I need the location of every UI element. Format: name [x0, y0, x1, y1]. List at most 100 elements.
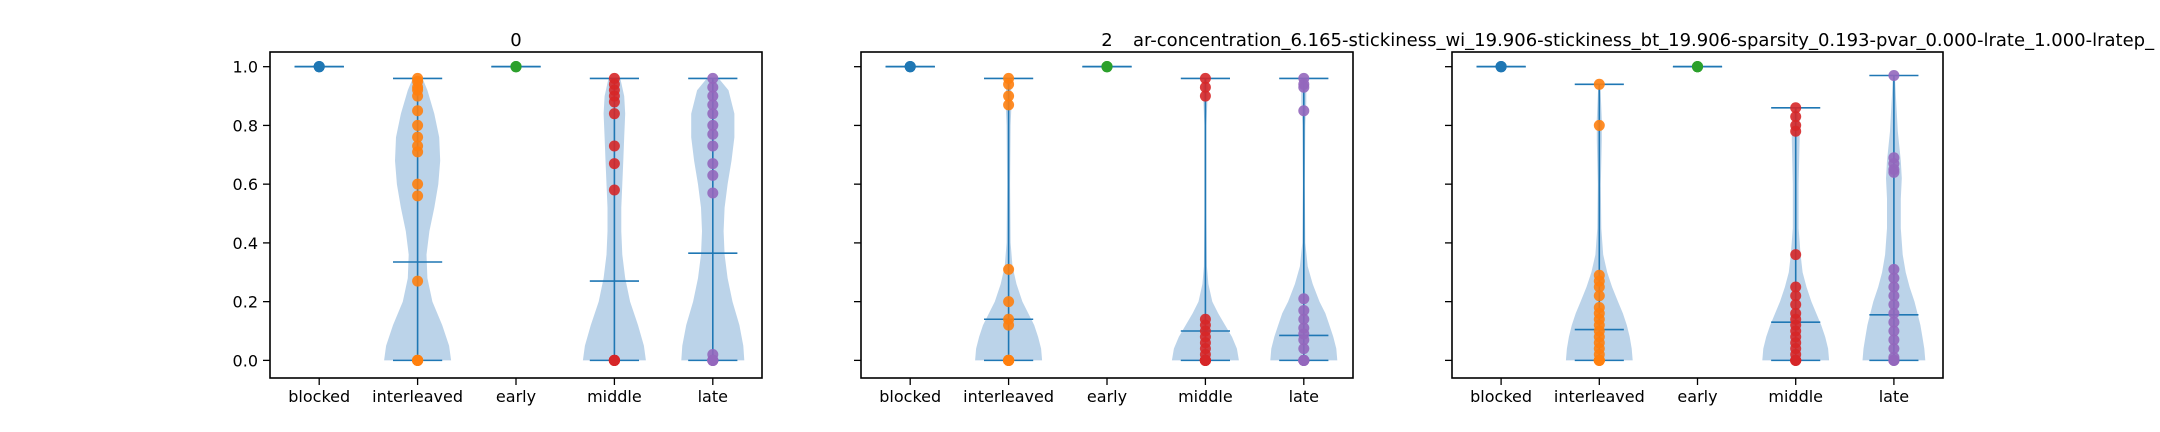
data-point-late: [707, 140, 719, 152]
data-point-late: [1888, 325, 1900, 337]
data-point-interleaved: [412, 90, 424, 102]
data-point-late: [1298, 313, 1310, 325]
y-tick-label: 1.0: [233, 58, 258, 77]
data-point-late: [1298, 81, 1310, 93]
data-point-interleaved: [412, 354, 424, 366]
x-tick-label-middle: middle: [1178, 387, 1233, 406]
data-point-middle: [1790, 354, 1802, 366]
data-point-interleaved: [1003, 90, 1015, 102]
data-point-blocked: [904, 61, 916, 73]
x-tick-label-blocked: blocked: [288, 387, 350, 406]
data-point-interleaved: [412, 178, 424, 190]
x-tick-label-interleaved: interleaved: [1554, 387, 1645, 406]
data-point-late: [707, 81, 719, 93]
data-point-interleaved: [1003, 319, 1015, 331]
data-point-interleaved: [412, 105, 424, 117]
data-point-middle: [1790, 299, 1802, 311]
x-tick-label-early: early: [1677, 387, 1717, 406]
data-point-middle: [1790, 102, 1802, 114]
data-point-interleaved: [1593, 354, 1605, 366]
data-point-middle: [608, 184, 620, 196]
data-point-late: [1298, 304, 1310, 316]
data-point-middle: [1199, 81, 1211, 93]
data-point-late: [707, 169, 719, 181]
data-point-late: [707, 128, 719, 140]
data-point-interleaved: [412, 131, 424, 143]
data-point-interleaved: [1593, 290, 1605, 302]
data-point-early: [510, 61, 522, 73]
data-point-late: [707, 187, 719, 199]
x-tick-label-early: early: [1087, 387, 1127, 406]
data-point-interleaved: [1003, 263, 1015, 275]
x-tick-label-early: early: [496, 387, 536, 406]
data-point-middle: [1790, 249, 1802, 261]
panel-0: 0 0.0 0.2 0.4 0.6 0.8 1.0 blocked interleaved ear…: [233, 30, 763, 406]
data-point-late: [707, 90, 719, 102]
figure-title: ar-concentration_6.165-stickiness_wi_19.…: [1133, 30, 2155, 51]
data-point-late: [707, 72, 719, 84]
y-tick-label: 0.2: [233, 293, 258, 312]
data-point-late: [1298, 293, 1310, 305]
data-point-interleaved: [1593, 119, 1605, 131]
data-point-middle: [1790, 290, 1802, 302]
data-point-late: [1888, 263, 1900, 275]
data-point-middle: [1199, 354, 1211, 366]
data-point-interleaved: [412, 190, 424, 202]
x-tick-label-blocked: blocked: [879, 387, 941, 406]
data-point-middle: [1790, 111, 1802, 123]
data-point-late: [1298, 354, 1310, 366]
data-point-middle: [1199, 90, 1211, 102]
data-point-early: [1692, 61, 1703, 73]
data-point-late: [1888, 316, 1900, 328]
panel-2: blocked interleaved early middle late: [1445, 51, 1944, 406]
data-point-late: [707, 354, 719, 366]
plot-frame: [1451, 51, 1944, 379]
plot-frame: [269, 51, 763, 379]
plot-frame: [860, 51, 1354, 379]
data-point-late: [1888, 69, 1900, 81]
x-tick-label-middle: middle: [587, 387, 642, 406]
data-point-late: [1888, 343, 1900, 355]
data-point-late: [1888, 281, 1900, 293]
x-tick-label-interleaved: interleaved: [372, 387, 463, 406]
data-point-late: [1888, 299, 1900, 311]
x-tick-label-late: late: [698, 387, 728, 406]
data-point-late: [1888, 166, 1900, 178]
data-point-middle: [608, 158, 620, 170]
data-point-middle: [1790, 125, 1802, 137]
panel-title: 0: [510, 30, 521, 51]
data-point-late: [1888, 290, 1900, 302]
data-point-late: [1298, 105, 1310, 117]
y-tick-label: 0.0: [233, 351, 258, 370]
data-point-late: [707, 119, 719, 131]
x-tick-label-blocked: blocked: [1470, 387, 1532, 406]
data-point-late: [1888, 354, 1900, 366]
y-tick-label: 0.8: [233, 116, 258, 135]
data-point-interleaved: [412, 275, 424, 287]
data-point-late: [1888, 334, 1900, 346]
data-point-middle: [608, 354, 620, 366]
y-tick-label: 0.4: [233, 234, 258, 253]
x-tick-label-middle: middle: [1768, 387, 1823, 406]
data-point-interleaved: [1003, 99, 1015, 111]
data-point-middle: [608, 96, 620, 108]
x-tick-label-interleaved: interleaved: [963, 387, 1054, 406]
panel-title: 2: [1101, 30, 1112, 51]
x-tick-label-late: late: [1879, 387, 1909, 406]
data-point-interleaved: [1003, 296, 1015, 308]
data-point-interleaved: [412, 146, 424, 158]
data-point-late: [707, 158, 719, 170]
data-point-middle: [608, 108, 620, 120]
data-point-interleaved: [1003, 78, 1015, 90]
data-point-late: [1888, 272, 1900, 284]
data-point-middle: [1790, 281, 1802, 293]
x-tick-label-late: late: [1289, 387, 1319, 406]
data-point-interleaved: [1003, 354, 1015, 366]
data-point-interleaved: [1593, 78, 1605, 90]
data-point-late: [1888, 307, 1900, 319]
panels: 0 0.0 0.2 0.4 0.6 0.8 1.0 blocked interleaved ear…: [233, 30, 1944, 406]
data-point-blocked: [313, 61, 325, 73]
panel-1: 2 blocked interleaved early middle late: [854, 30, 1354, 406]
data-point-late: [707, 99, 719, 111]
